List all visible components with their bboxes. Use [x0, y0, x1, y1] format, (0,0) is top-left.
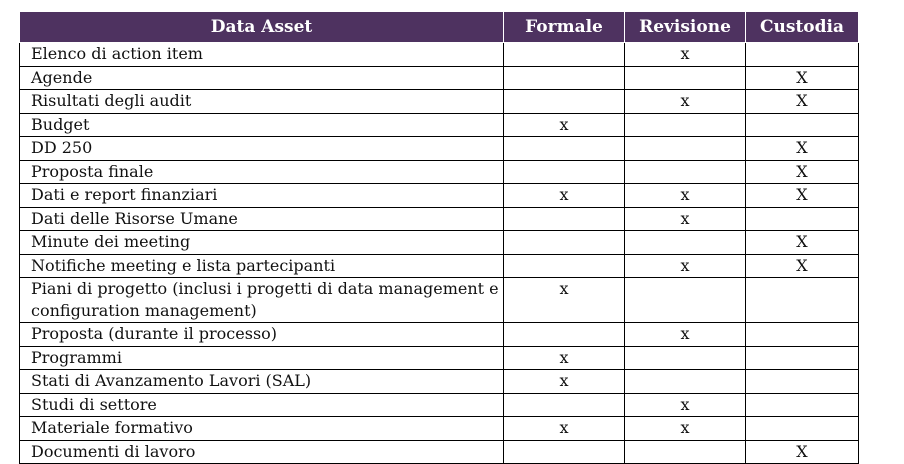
table-row: Studi di settore x [19, 392, 859, 417]
header-custodia: Custodia [745, 11, 859, 43]
custodia-mark: X [745, 253, 859, 278]
header-revisione: Revisione [624, 11, 746, 43]
formale-mark [503, 392, 625, 417]
revisione-mark [624, 136, 746, 161]
asset-name: Piani di progetto (inclusi i progetti di… [19, 277, 504, 323]
table-row: Programmi x [19, 345, 859, 370]
custodia-mark [745, 42, 859, 67]
asset-name: Budget [19, 112, 504, 137]
asset-name: Materiale formativo [19, 416, 504, 441]
custodia-mark [745, 345, 859, 370]
asset-name: Documenti di lavoro [19, 439, 504, 464]
custodia-mark [745, 416, 859, 441]
custodia-mark [745, 206, 859, 231]
table-row: Documenti di lavoro X [19, 439, 859, 464]
formale-mark [503, 206, 625, 231]
table-row: Elenco di action item x [19, 42, 859, 67]
asset-name: Minute dei meeting [19, 230, 504, 255]
asset-name: Risultati degli audit [19, 89, 504, 114]
formale-mark: x [503, 369, 625, 394]
asset-name: Stati di Avanzamento Lavori (SAL) [19, 369, 504, 394]
asset-name: DD 250 [19, 136, 504, 161]
table-row: Agende X [19, 65, 859, 90]
header-formale: Formale [503, 11, 625, 43]
asset-name: Proposta (durante il processo) [19, 322, 504, 347]
table-row: Minute dei meeting X [19, 230, 859, 255]
revisione-mark [624, 65, 746, 90]
revisione-mark [624, 159, 746, 184]
revisione-mark: x [624, 89, 746, 114]
table-row: Budget x [19, 112, 859, 137]
formale-mark [503, 159, 625, 184]
formale-mark [503, 253, 625, 278]
custodia-mark [745, 369, 859, 394]
revisione-mark [624, 369, 746, 394]
custodia-mark: X [745, 89, 859, 114]
asset-name: Studi di settore [19, 392, 504, 417]
revisione-mark: x [624, 206, 746, 231]
data-asset-table: Data Asset Formale Revisione Custodia El… [19, 11, 859, 464]
formale-mark [503, 136, 625, 161]
table-row: Materiale formativo x x [19, 416, 859, 441]
revisione-mark [624, 345, 746, 370]
formale-mark [503, 439, 625, 464]
table-row: Risultati degli audit x X [19, 89, 859, 114]
revisione-mark [624, 230, 746, 255]
table-body: Elenco di action item x Agende X Risulta… [19, 42, 859, 464]
table-row: Piani di progetto (inclusi i progetti di… [19, 277, 859, 323]
table-header: Data Asset Formale Revisione Custodia [19, 11, 859, 43]
revisione-mark [624, 277, 746, 323]
formale-mark [503, 230, 625, 255]
table-row: Proposta finale X [19, 159, 859, 184]
table-row: Notifiche meeting e lista partecipanti x… [19, 253, 859, 278]
custodia-mark: X [745, 136, 859, 161]
header-row: Data Asset Formale Revisione Custodia [19, 11, 859, 43]
custodia-mark: X [745, 230, 859, 255]
asset-name: Notifiche meeting e lista partecipanti [19, 253, 504, 278]
revisione-mark: x [624, 183, 746, 208]
revisione-mark: x [624, 392, 746, 417]
formale-mark: x [503, 183, 625, 208]
table-row: Stati di Avanzamento Lavori (SAL) x [19, 369, 859, 394]
revisione-mark: x [624, 42, 746, 67]
table-row: DD 250 X [19, 136, 859, 161]
table-row: Dati e report finanziari x x X [19, 183, 859, 208]
custodia-mark [745, 112, 859, 137]
formale-mark: x [503, 345, 625, 370]
asset-name: Dati e report finanziari [19, 183, 504, 208]
asset-name: Agende [19, 65, 504, 90]
custodia-mark: X [745, 439, 859, 464]
formale-mark: x [503, 277, 625, 323]
asset-name: Elenco di action item [19, 42, 504, 67]
revisione-mark [624, 439, 746, 464]
revisione-mark [624, 112, 746, 137]
formale-mark: x [503, 416, 625, 441]
formale-mark [503, 322, 625, 347]
table-row: Dati delle Risorse Umane x [19, 206, 859, 231]
custodia-mark: X [745, 183, 859, 208]
formale-mark [503, 65, 625, 90]
formale-mark [503, 42, 625, 67]
formale-mark [503, 89, 625, 114]
revisione-mark: x [624, 416, 746, 441]
asset-name: Proposta finale [19, 159, 504, 184]
formale-mark: x [503, 112, 625, 137]
custodia-mark [745, 277, 859, 323]
asset-name: Programmi [19, 345, 504, 370]
revisione-mark: x [624, 253, 746, 278]
table-row: Proposta (durante il processo) x [19, 322, 859, 347]
custodia-mark: X [745, 65, 859, 90]
custodia-mark: X [745, 159, 859, 184]
revisione-mark: x [624, 322, 746, 347]
asset-name: Dati delle Risorse Umane [19, 206, 504, 231]
custodia-mark [745, 322, 859, 347]
header-data-asset: Data Asset [19, 11, 504, 43]
custodia-mark [745, 392, 859, 417]
